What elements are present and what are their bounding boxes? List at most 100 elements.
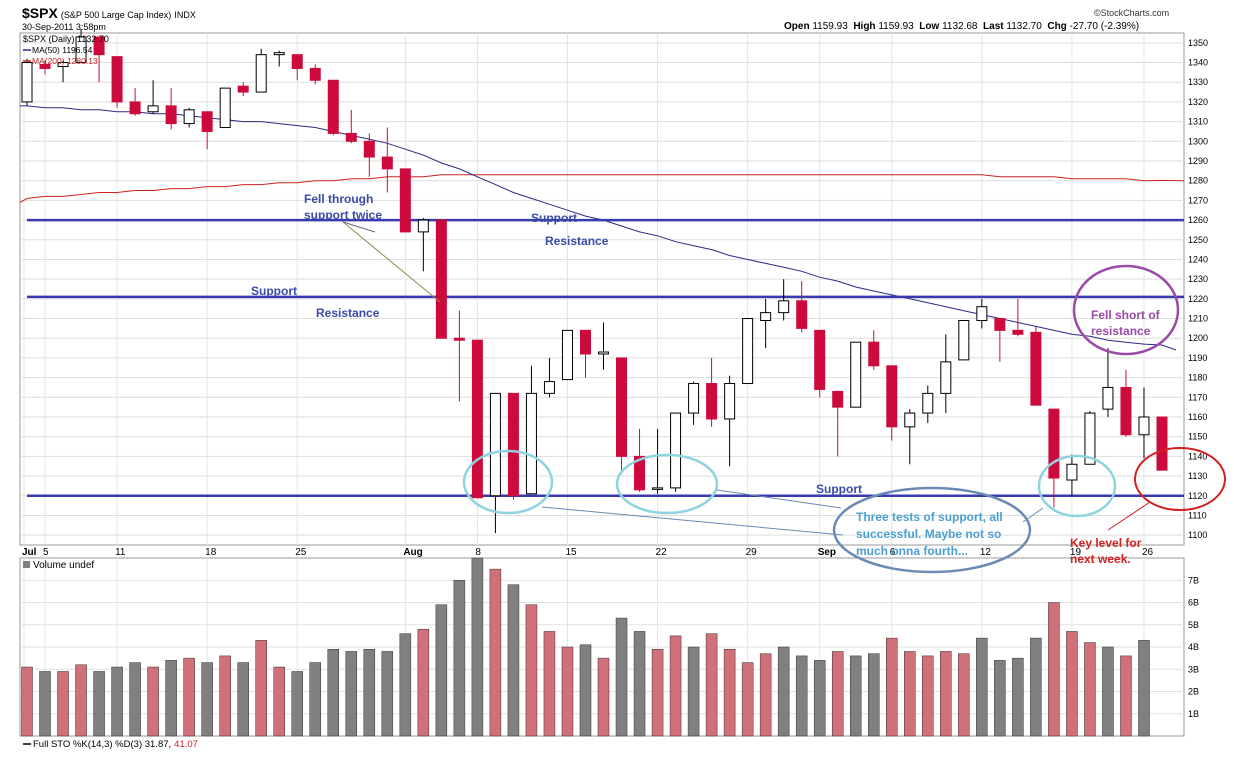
candle-body [796,300,808,329]
candle-body [760,312,772,322]
volume-bar [1102,646,1114,737]
y-tick-label: 1270 [1188,195,1208,205]
candle-body [381,156,393,170]
y-tick-label: 1150 [1188,432,1207,442]
y-tick-label: 1170 [1188,392,1207,402]
y-tick-label: 1330 [1188,77,1208,87]
symbol: $SPX [22,5,58,21]
vol-tick-label: 7B [1188,575,1199,585]
volume-bar [471,557,484,737]
vol-tick-label: 6B [1188,598,1199,608]
anno-support-top: Support [531,211,577,225]
volume-bar [904,651,916,737]
volume-bar [597,657,610,737]
x-tick-label: 11 [115,547,126,558]
candle-body [1156,416,1168,471]
y-tick-label: 1140 [1188,451,1207,461]
candle-body [255,54,267,93]
volume-bar [381,651,394,737]
volume-bar [435,604,448,737]
candle-body [868,341,880,367]
last-value: 1132.70 [1006,21,1042,32]
volume-bar [795,655,808,737]
volume-bar [453,580,466,737]
candle-body [237,85,249,93]
candle-body [832,390,844,408]
candle-body [183,109,195,125]
candle-body [742,318,754,385]
y-tick-label: 1120 [1188,491,1207,501]
volume-bar [39,671,51,737]
volume-bar [147,666,159,737]
candle-body [57,62,69,67]
fell-short-bubble [1072,264,1180,356]
anno-fell-short-2: resistance [1091,324,1151,338]
exchange: INDX [174,10,196,20]
legend-ma50: MA(50) 1196.54 [32,45,93,55]
circle-test-2 [615,453,719,515]
volume-bar [741,662,754,737]
candle-body [778,300,790,314]
vol-tick-label: 1B [1188,709,1199,719]
anno-pointer-line [342,221,441,303]
candle-body [850,341,862,408]
vol-tick-label: 2B [1188,687,1199,697]
candle-body [129,101,141,115]
candle-body [724,383,736,420]
anno-support-low: Support [816,482,862,496]
y-tick-label: 1280 [1188,176,1208,186]
volume-bar [111,666,123,737]
y-tick-label: 1110 [1188,510,1207,520]
candle-body [1120,386,1132,436]
low-label: Low [919,21,940,32]
volume-bar [886,637,898,737]
candles [21,29,1168,534]
candle-body [435,219,447,339]
candle-body [93,36,105,56]
x-tick-label: 15 [565,547,577,558]
price-panel [19,32,1185,546]
last-label: Last [983,21,1004,32]
y-tick-label: 1230 [1188,274,1208,284]
x-tick-label: Sep [818,547,836,558]
volume-bar [1030,637,1042,737]
volume-bar [669,635,682,737]
y-tick-label: 1300 [1188,136,1208,146]
candle-body [111,56,123,103]
x-tick-label: 19 [1070,547,1082,558]
legend-sto-prefix: Full STO %K(14,3) %D(3) 31.87, [33,739,171,750]
volume-bar [976,637,988,737]
candle-body [886,365,898,428]
candle-body [958,320,970,361]
candle-body [688,383,700,414]
anno-fell-short-1: Fell short of [1091,308,1161,322]
candle-body [201,111,213,132]
volume-bar [1120,655,1132,737]
volume-bar [940,651,952,737]
volume-bar [345,651,358,737]
anno-resistance-top: Resistance [545,234,609,248]
candle-body [21,62,33,103]
volume-bar [543,631,556,737]
x-tick-label: 5 [43,547,49,558]
legend-volume-swatch [23,561,30,568]
volume-bar [561,646,574,737]
volume-bar [759,653,772,737]
x-tick-label: 26 [1142,547,1154,558]
brand-logo[interactable]: ©StockCharts.com [1094,8,1170,18]
volume-bar [399,633,412,737]
x-tick-label: Aug [403,547,422,558]
volume-bar [21,666,33,737]
volume-bar [201,662,213,737]
volume-bar [813,660,826,737]
volume-bar [237,662,249,737]
candle-body [579,329,591,355]
volume-bar [525,604,538,737]
volume-bars [21,557,1150,737]
candle-body [165,105,177,125]
volume-bar [93,671,105,737]
legend-sto: Full STO %K(14,3) %D(3) 31.87, 41.07 [33,739,198,750]
chart-date: 30-Sep-2011 3:58pm [22,22,106,32]
low-value: 1132.68 [942,21,978,32]
